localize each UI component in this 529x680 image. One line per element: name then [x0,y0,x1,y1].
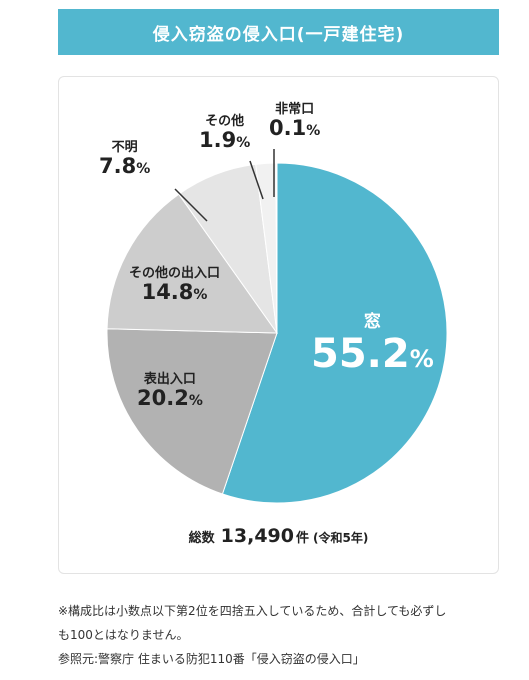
slice-name: 表出入口 [143,372,196,387]
slice-value: 1.9 [199,128,237,153]
slice-name: 窓 [363,312,381,332]
pie-chart [106,149,448,504]
slice-value: 7.8 [99,154,137,179]
pie-slice [106,193,278,334]
slice-percent-sign: % [193,287,208,304]
total-value: 13,490 [220,525,294,547]
total-count: 総数 13,490 件 (令和5年) [59,525,498,547]
slice-percent-sign: % [236,135,251,152]
total-label: 総数 [188,531,215,546]
chart-title: 侵入窃盗の侵入口(一戸建住宅) [152,24,405,45]
slice-value: 14.8 [141,280,194,305]
slice-value: 20.2 [137,386,189,411]
slice-value: 0.1 [269,116,307,141]
leader-line [249,160,264,200]
slice-label: 不明 7.8% [99,140,151,179]
source-note: 参照元:警察庁 住まいる防犯110番「侵入窃盗の侵入口」 [58,652,365,666]
slice-name: その他 [205,114,245,129]
total-unit: 件 [296,531,310,546]
slice-value: 55.2 [311,330,410,377]
slice-name: 非常口 [275,102,315,117]
slice-percent-sign: % [306,123,321,140]
slice-label: 表出入口 20.2% [137,372,203,411]
slice-percent-sign: % [188,393,203,410]
slice-label: 非常口 0.1% [269,102,321,141]
leader-line [174,188,208,222]
slice-percent-sign: % [136,161,151,178]
chart-title-banner: 侵入窃盗の侵入口(一戸建住宅) [58,9,499,55]
total-period: (令和5年) [313,531,369,545]
chart-card: 窓 55.2% 表出入口 20.2% その他の出入口 14.8% 不明 7.8% その他 1.9%… [58,76,499,574]
slice-label: 窓 55.2% [311,313,434,376]
footnote-line-2: も100とはなりません。 [58,628,189,642]
pie-slice [221,162,448,504]
slice-name: その他の出入口 [129,266,221,281]
slice-label: その他 1.9% [199,114,251,153]
slice-label: その他の出入口 14.8% [129,266,221,305]
pie-slice [275,162,278,334]
footnote-line-1: ※構成比は小数点以下第2位を四捨五入しているため、合計しても必ずし [58,604,447,618]
slice-name: 不明 [111,140,138,155]
slice-percent-sign: % [409,344,434,373]
pie-slice [106,328,278,495]
